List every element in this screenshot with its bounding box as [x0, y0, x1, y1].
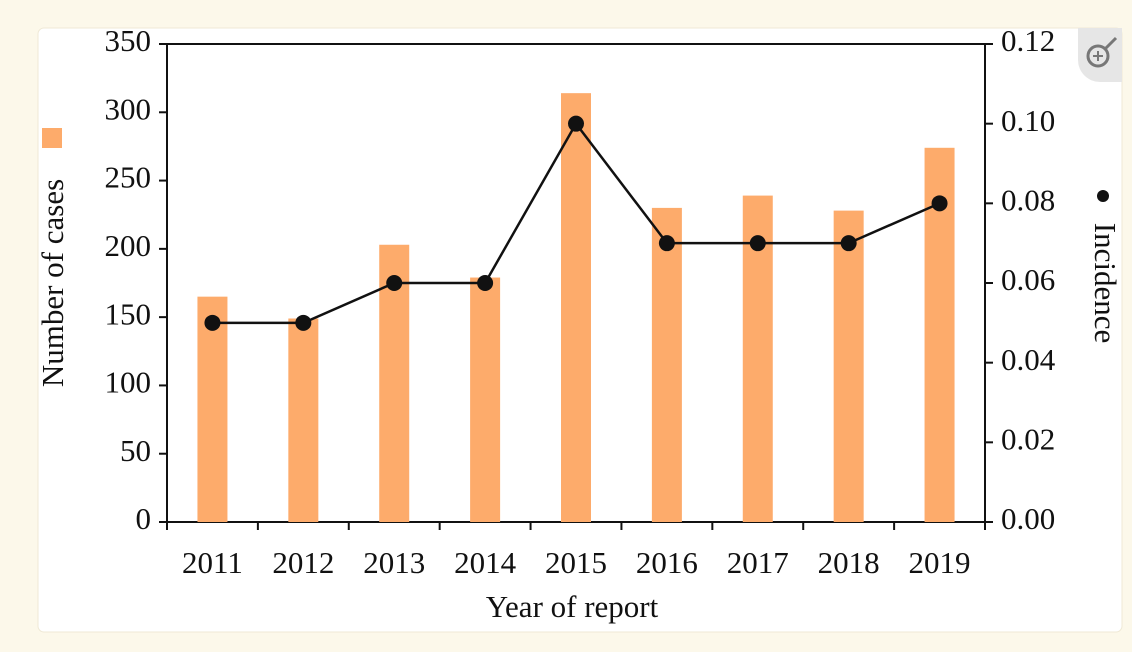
bar: [470, 277, 501, 522]
x-tick-label: 2012: [272, 545, 334, 580]
zoom-icon: [1093, 51, 1103, 61]
point: [568, 115, 584, 132]
zoom-icon: [1086, 44, 1110, 68]
y2-tick-label: 0.10: [1001, 103, 1055, 138]
point: [840, 235, 857, 252]
y-tick-label: 350: [105, 23, 152, 58]
y-tick-label: 200: [105, 228, 152, 263]
zoom-icon: [1103, 36, 1118, 51]
y2-tick-label: 0.12: [1001, 23, 1055, 58]
x-tick-label: 2016: [636, 545, 698, 580]
y-tick-label: 0: [136, 501, 152, 536]
y-tick-label: 100: [105, 365, 152, 400]
x-tick-label: 2015: [545, 545, 607, 580]
y2-tick-label: 0.06: [1001, 262, 1055, 297]
y2-axis-title: Incidence: [1088, 223, 1123, 343]
x-tick-label: 2017: [727, 545, 789, 580]
y2-tick-label: 0.02: [1001, 421, 1055, 456]
bar: [833, 210, 864, 523]
point: [477, 275, 494, 291]
y2-tick-label: 0.08: [1001, 182, 1055, 217]
point: [658, 235, 675, 252]
x-tick-label: 2013: [363, 545, 425, 580]
x-axis-title: Year of report: [486, 589, 659, 624]
point: [931, 195, 948, 212]
y2-tick-label: 0.00: [1001, 501, 1055, 536]
y-axis-title: Number of cases: [35, 179, 70, 387]
x-tick-label: 2011: [182, 545, 243, 580]
point: [295, 314, 312, 331]
x-tick-label: 2014: [454, 545, 517, 580]
y-tick-label: 300: [105, 91, 152, 126]
bar: [197, 296, 228, 522]
zoom-button[interactable]: [1078, 28, 1122, 82]
bar: [651, 207, 682, 522]
x-tick-label: 2018: [818, 545, 880, 580]
bar: [288, 318, 319, 522]
y-tick-label: 250: [105, 160, 152, 195]
y2-legend-marker: [1097, 190, 1109, 202]
y-tick-label: 50: [120, 433, 151, 468]
x-tick-label: 2019: [909, 545, 971, 580]
y-tick-label: 150: [105, 296, 152, 331]
point: [386, 275, 403, 291]
point: [204, 314, 221, 331]
point: [749, 235, 766, 252]
y2-tick-label: 0.04: [1001, 342, 1056, 377]
bar: [561, 93, 591, 522]
y-legend-marker: [42, 128, 62, 148]
